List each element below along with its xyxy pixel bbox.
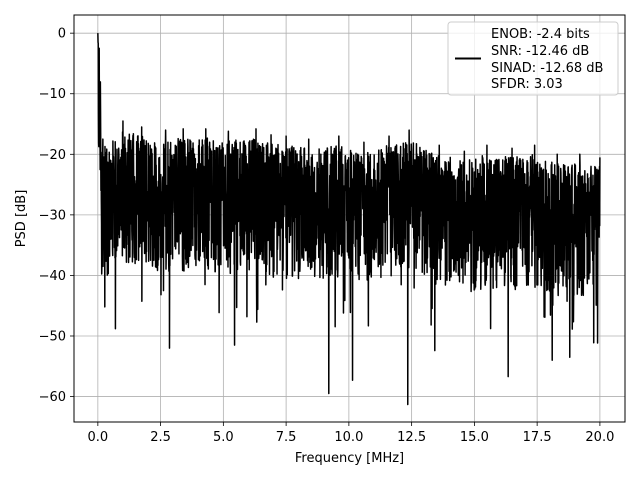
x-tick-label: 10.0 bbox=[334, 430, 363, 445]
y-tick-label: −10 bbox=[39, 87, 66, 102]
x-tick-label: 2.5 bbox=[150, 430, 171, 445]
x-tick-label: 12.5 bbox=[397, 430, 426, 445]
y-axis: 0 −10 −20 −30 −40 −50 −60 bbox=[39, 27, 74, 405]
y-tick-label: −40 bbox=[39, 269, 66, 284]
y-axis-label: PSD [dB] bbox=[14, 190, 29, 248]
legend-box bbox=[447, 21, 619, 96]
plot-frame bbox=[73, 14, 626, 423]
y-tick-label: 0 bbox=[58, 27, 66, 42]
y-tick-label: −50 bbox=[39, 329, 66, 344]
legend-sinad: SINAD: -12.68 dB bbox=[491, 61, 603, 76]
x-tick-label: 7.5 bbox=[276, 430, 297, 445]
psd-series-line bbox=[97, 33, 601, 406]
legend-snr: SNR: -12.46 dB bbox=[491, 44, 589, 59]
y-tick-label: −20 bbox=[39, 148, 66, 163]
y-tick-label: −60 bbox=[39, 390, 66, 405]
x-tick-label: 5.0 bbox=[213, 430, 234, 445]
legend-sfdr: SFDR: 3.03 bbox=[491, 77, 563, 92]
x-tick-label: 17.5 bbox=[523, 430, 552, 445]
x-axis-label: Frequency [MHz] bbox=[295, 451, 404, 466]
x-tick-label: 15.0 bbox=[460, 430, 489, 445]
legend-enob: ENOB: -2.4 bits bbox=[491, 27, 590, 42]
x-tick-label: 20.0 bbox=[585, 430, 614, 445]
y-tick-label: −30 bbox=[39, 208, 66, 223]
x-tick-label: 0.0 bbox=[88, 430, 109, 445]
x-axis: 0.0 2.5 5.0 7.5 10.0 12.5 15.0 17.5 20.0 bbox=[88, 422, 614, 445]
legend: ENOB: -2.4 bits SNR: -12.46 dB SINAD: -1… bbox=[447, 21, 619, 96]
